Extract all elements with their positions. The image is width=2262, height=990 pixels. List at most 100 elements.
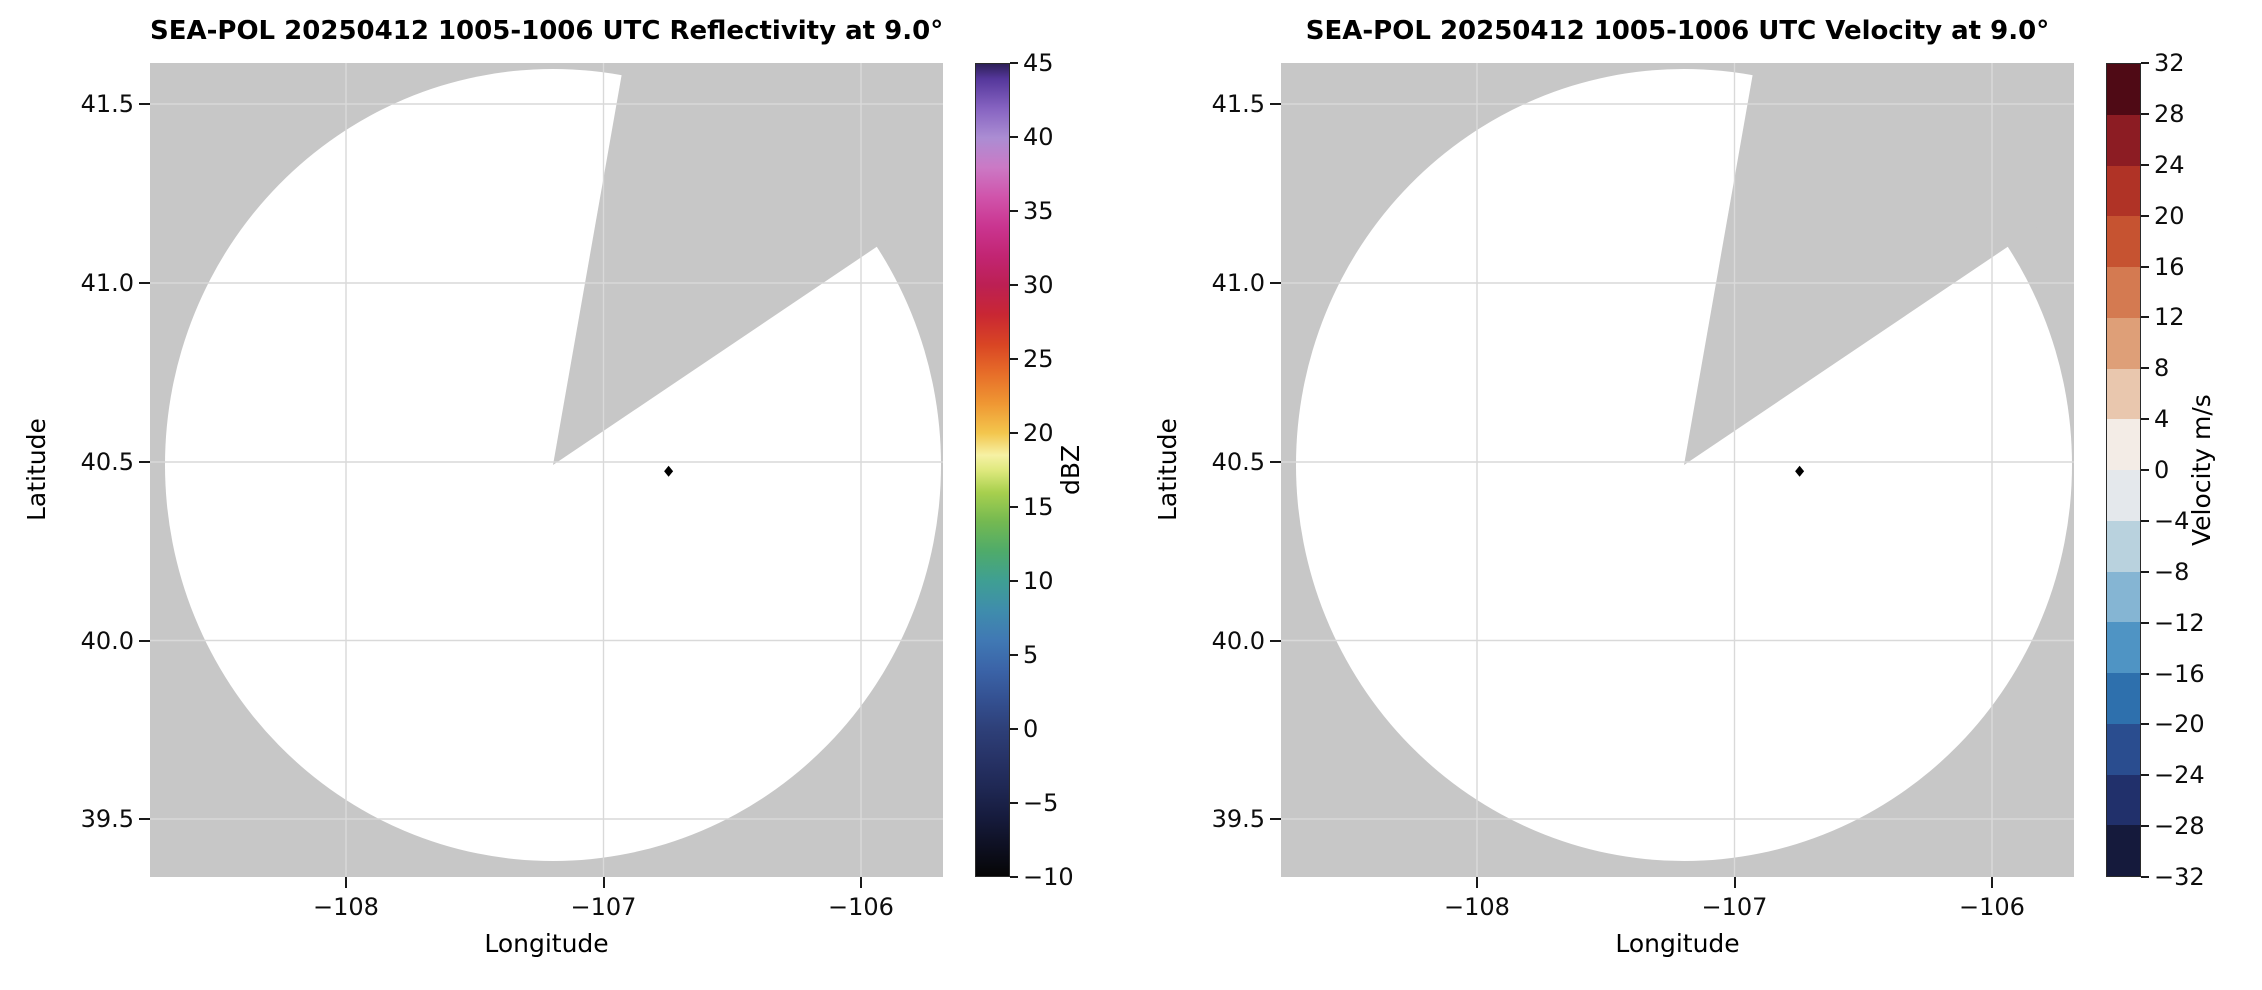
- colorbar-segment: [2107, 165, 2140, 217]
- radar-ppi-plot: [1281, 63, 2074, 877]
- colorbar-segment: [2107, 774, 2140, 826]
- colorbar-tick-label: −12: [2154, 608, 2205, 637]
- colorbar-tick-label: 28: [2154, 99, 2185, 128]
- colorbar-tick-label: −8: [2154, 557, 2190, 586]
- colorbar-tick-label: −32: [2154, 863, 2205, 891]
- colorbar-tick-mark: [1010, 62, 1018, 64]
- colorbar-segment: [2107, 317, 2140, 369]
- colorbar-tick-label: −10: [1023, 863, 1074, 891]
- radar-ppi-plot: [150, 63, 943, 877]
- colorbar-tick-mark: [1010, 876, 1018, 878]
- colorbar-segment: [2107, 64, 2140, 115]
- colorbar-tick-label: 20: [2154, 201, 2185, 230]
- colorbar-tick-mark: [1010, 284, 1018, 286]
- colorbar: [2106, 63, 2141, 877]
- colorbar-segment: [2107, 418, 2140, 470]
- colorbar-tick-mark: [1010, 654, 1018, 656]
- colorbar-tick-label: −4: [2154, 506, 2190, 535]
- y-tick-label: 40.5: [80, 448, 134, 476]
- colorbar-tick-label: 5: [1023, 641, 1039, 669]
- colorbar-tick-mark: [2141, 876, 2149, 878]
- colorbar-segment: [2107, 266, 2140, 318]
- colorbar-tick-mark: [2141, 570, 2149, 573]
- missing-sector-wedge: [553, 63, 943, 465]
- colorbar-tick-mark: [2141, 519, 2149, 522]
- y-tick-mark: [1270, 639, 1281, 642]
- colorbar-tick-mark: [1010, 506, 1018, 508]
- colorbar: [975, 63, 1010, 877]
- y-tick-label: 41.5: [80, 90, 134, 118]
- colorbar-segment: [2107, 114, 2140, 166]
- colorbar-tick-mark: [2141, 418, 2149, 421]
- colorbar-tick-mark: [2141, 774, 2149, 777]
- colorbar-tick-label: 40: [1023, 123, 1054, 151]
- colorbar-tick-mark: [1010, 728, 1018, 730]
- colorbar-segment: [2107, 621, 2140, 673]
- colorbar-tick-label: 15: [1023, 493, 1054, 521]
- colorbar-tick-mark: [2141, 723, 2149, 726]
- colorbar-tick-mark: [1010, 432, 1018, 434]
- colorbar-tick-label: 32: [2154, 49, 2185, 77]
- colorbar-tick-label: 35: [1023, 197, 1054, 225]
- y-tick-label: 41.0: [1211, 269, 1265, 297]
- colorbar-label: dBZ: [1056, 444, 1085, 496]
- colorbar-tick-mark: [1010, 580, 1018, 582]
- colorbar-tick-mark: [2141, 163, 2149, 166]
- y-tick-mark: [139, 103, 150, 105]
- y-tick-mark: [1270, 103, 1281, 105]
- x-tick-label: −108: [1444, 893, 1510, 921]
- colorbar-segment: [2107, 672, 2140, 724]
- colorbar-tick-label: 0: [1023, 715, 1039, 743]
- colorbar-tick-mark: [2141, 316, 2149, 319]
- y-tick-label: 41.5: [1211, 90, 1265, 118]
- colorbar-tick-label: −20: [2154, 710, 2205, 739]
- colorbar-tick-mark: [1010, 210, 1018, 212]
- x-tick-label: −107: [1701, 893, 1768, 921]
- y-tick-label: 40.0: [80, 626, 134, 655]
- y-tick-mark: [1270, 818, 1281, 820]
- panel-velocity: SEA-POL 20250412 1005-1006 UTC Velocity …: [1131, 0, 2262, 990]
- colorbar-tick-label: 25: [1023, 345, 1054, 373]
- colorbar-tick-mark: [2141, 621, 2149, 624]
- x-tick-mark: [602, 877, 605, 888]
- radar-site-marker: [1795, 465, 1805, 477]
- colorbar-tick-label: 12: [2154, 303, 2185, 332]
- y-tick-label: 39.5: [1211, 805, 1265, 833]
- colorbar-tick-mark: [1010, 358, 1018, 360]
- x-tick-mark: [1991, 877, 1993, 888]
- colorbar-tick-label: 24: [2154, 150, 2185, 179]
- colorbar-tick-label: −28: [2154, 812, 2205, 841]
- colorbar-segment: [2107, 723, 2140, 775]
- colorbar-tick-label: −16: [2154, 659, 2205, 688]
- colorbar-segment: [2107, 368, 2140, 420]
- x-axis-label: Longitude: [1615, 929, 1740, 958]
- colorbar-segment: [2107, 824, 2140, 876]
- colorbar-segment: [2107, 520, 2140, 572]
- colorbar-segment: [2107, 571, 2140, 623]
- y-tick-label: 40.5: [1211, 448, 1265, 476]
- panel-reflectivity: SEA-POL 20250412 1005-1006 UTC Reflectiv…: [22, 16, 1085, 958]
- colorbar-tick-mark: [2141, 265, 2149, 268]
- y-tick-label: 41.0: [80, 269, 134, 297]
- colorbar-tick-mark: [2141, 214, 2149, 217]
- x-tick-label: −108: [313, 893, 379, 921]
- plot-title: SEA-POL 20250412 1005-1006 UTC Reflectiv…: [150, 16, 944, 46]
- colorbar-tick-mark: [2141, 672, 2149, 675]
- plot-title: SEA-POL 20250412 1005-1006 UTC Velocity …: [1305, 16, 2050, 46]
- colorbar-tick-label: 0: [2154, 456, 2170, 484]
- colorbar-tick-label: 45: [1023, 49, 1054, 77]
- colorbar-tick-mark: [2141, 62, 2149, 64]
- colorbar-tick-mark: [2141, 825, 2149, 828]
- y-tick-mark: [1270, 282, 1281, 284]
- colorbar-tick-label: 4: [2154, 405, 2170, 434]
- x-axis-label: Longitude: [484, 929, 609, 958]
- y-tick-mark: [1270, 461, 1281, 463]
- y-tick-mark: [139, 639, 150, 642]
- y-tick-mark: [139, 282, 150, 284]
- colorbar-tick-mark: [1010, 136, 1018, 138]
- y-tick-label: 39.5: [80, 805, 134, 833]
- missing-sector-wedge: [1684, 63, 2074, 465]
- x-tick-label: −107: [570, 893, 637, 921]
- colorbar-segment: [2107, 469, 2140, 521]
